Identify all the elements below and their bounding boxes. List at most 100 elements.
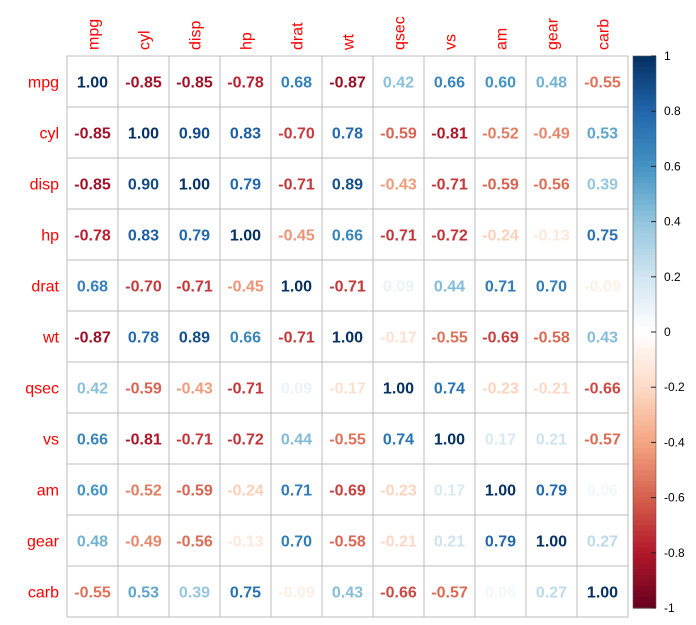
correlation-value: 1.00 [536, 534, 567, 551]
correlation-value: -0.81 [125, 432, 162, 449]
colorbar-segment [633, 100, 656, 107]
correlation-value: -0.81 [431, 126, 468, 143]
colorbar-segment [633, 475, 656, 482]
correlation-value: -0.85 [176, 75, 213, 92]
colorbar-tick-label: 0.2 [664, 270, 681, 284]
correlation-value: 0.75 [230, 585, 261, 602]
column-label: gear [545, 17, 562, 50]
correlation-value: 0.78 [128, 330, 159, 347]
correlation-value: 0.42 [383, 75, 414, 92]
correlation-value: 0.06 [587, 483, 618, 500]
colorbar-segment [633, 105, 656, 112]
colorbar-segment [633, 72, 656, 79]
colorbar-segment [633, 188, 656, 195]
correlation-value: 0.90 [179, 126, 210, 143]
colorbar-segment [633, 122, 656, 129]
column-label: hp [239, 32, 256, 50]
correlation-value: 0.79 [230, 177, 261, 194]
colorbar-tick-label: 0.6 [664, 159, 681, 173]
colorbar-segment [633, 160, 656, 167]
correlation-value: -0.09 [584, 279, 621, 296]
correlation-value: 0.21 [434, 534, 465, 551]
correlation-value: -0.23 [482, 381, 519, 398]
correlation-value: 0.66 [332, 228, 363, 245]
colorbar-segment [633, 309, 656, 317]
colorbar-segment [633, 177, 656, 184]
colorbar-segment [633, 133, 656, 140]
colorbar-segment [633, 216, 656, 223]
colorbar-segment [633, 343, 656, 350]
correlation-value: 0.66 [77, 432, 108, 449]
correlation-value: 0.17 [485, 432, 516, 449]
matrix-background [67, 56, 628, 617]
correlation-value: -0.21 [533, 381, 570, 398]
correlation-value: -0.56 [533, 177, 570, 194]
correlation-value: -0.59 [125, 381, 162, 398]
colorbar-segment [633, 409, 656, 416]
colorbar-segment [633, 514, 656, 521]
correlation-value: -0.85 [74, 126, 111, 143]
colorbar-segment [633, 127, 656, 134]
colorbar-segment [633, 271, 656, 278]
correlation-value: 0.09 [281, 381, 312, 398]
colorbar-segment [633, 387, 656, 394]
correlation-value: 0.66 [434, 75, 465, 92]
correlation-value: 0.90 [128, 177, 159, 194]
correlation-value: -0.09 [278, 585, 315, 602]
correlation-value: 1.00 [383, 381, 414, 398]
colorbar-tick-label: 1 [664, 49, 671, 63]
colorbar-segment [633, 205, 656, 212]
colorbar-segment [633, 541, 656, 548]
correlation-value: -0.69 [329, 483, 366, 500]
correlation-value: -0.52 [482, 126, 519, 143]
colorbar-segment [633, 370, 656, 377]
correlation-value: 0.43 [587, 330, 618, 347]
correlation-value: 0.83 [230, 126, 261, 143]
colorbar-segment [633, 210, 656, 217]
correlation-value: 0.89 [179, 330, 210, 347]
correlation-value: 0.71 [281, 483, 312, 500]
colorbar-segment [633, 83, 656, 90]
colorbar-segment [633, 282, 656, 289]
correlation-value: -0.55 [431, 330, 468, 347]
correlation-value: -0.71 [278, 177, 315, 194]
correlation-value: -0.71 [380, 228, 417, 245]
correlation-value: -0.71 [176, 279, 213, 296]
colorbar-segment [633, 332, 656, 339]
colorbar-segment [633, 94, 656, 101]
colorbar-segment [633, 403, 656, 410]
correlation-value: 0.78 [332, 126, 363, 143]
correlation-value: -0.17 [380, 330, 417, 347]
colorbar-segment [633, 243, 656, 250]
correlation-value: 0.39 [179, 585, 210, 602]
correlation-value: -0.66 [380, 585, 417, 602]
colorbar-tick-label: -0.8 [664, 546, 685, 560]
correlation-value: 1.00 [230, 228, 261, 245]
correlation-value: 0.68 [77, 279, 108, 296]
correlation-value: 0.75 [587, 228, 618, 245]
colorbar-segment [633, 315, 656, 322]
colorbar-tick-label: 0.4 [664, 215, 681, 229]
correlation-value: 1.00 [281, 279, 312, 296]
correlation-value: -0.78 [227, 75, 264, 92]
correlation-value: -0.78 [74, 228, 111, 245]
correlation-value: 1.00 [179, 177, 210, 194]
colorbar-segment [633, 425, 656, 432]
colorbar-segment [633, 298, 656, 305]
correlation-value: 0.43 [332, 585, 363, 602]
matrix-cell [576, 565, 629, 618]
colorbar-segment [633, 89, 656, 96]
correlation-value: -0.58 [329, 534, 366, 551]
colorbar-tick-label: 0 [664, 325, 671, 339]
column-label: carb [596, 19, 613, 50]
colorbar-segment [633, 287, 656, 294]
colorbar-segment [633, 519, 656, 526]
colorbar-segment [633, 293, 656, 300]
correlation-value: 0.39 [587, 177, 618, 194]
correlation-value: 0.53 [587, 126, 618, 143]
column-label: qsec [392, 16, 409, 50]
colorbar-segment [633, 420, 656, 427]
colorbar-segment [633, 414, 656, 421]
correlation-value: -0.24 [482, 228, 519, 245]
